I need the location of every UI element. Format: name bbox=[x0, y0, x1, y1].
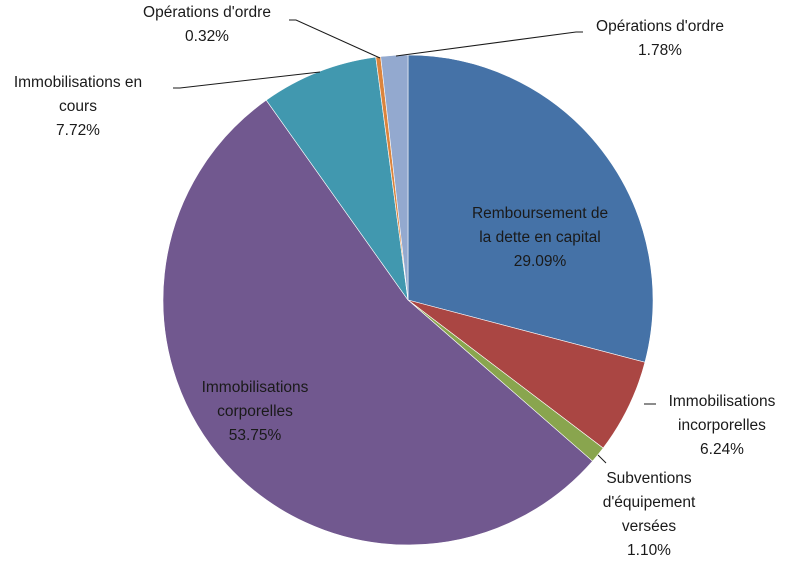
slice-label: Immobilisations en cours 7.72% bbox=[14, 74, 142, 139]
slice-label: Remboursement de la dette en capital 29.09… bbox=[472, 205, 608, 270]
slice-name-label: d'équipement bbox=[603, 494, 696, 511]
slice-name-label: Subventions bbox=[606, 470, 692, 487]
slice-name-label: Remboursement de bbox=[472, 205, 608, 222]
slice-label: Subventions d'équipement versées 1.10% bbox=[603, 470, 696, 559]
leader-line bbox=[597, 454, 607, 464]
slice-name-label: corporelles bbox=[217, 403, 293, 420]
leader-line bbox=[173, 71, 321, 89]
slice-name-label: la dette en capital bbox=[479, 229, 601, 246]
slice-label: Immobilisations incorporelles 6.24% bbox=[669, 393, 776, 458]
slice-name-label: versées bbox=[622, 518, 677, 535]
slice-name-label: Immobilisations bbox=[202, 379, 309, 396]
slice-value-label: 1.10% bbox=[627, 542, 671, 559]
slice-name-label: cours bbox=[59, 98, 97, 115]
slice-value-label: 53.75% bbox=[229, 427, 282, 444]
slice-value-label: 29.09% bbox=[514, 253, 567, 270]
leader-line bbox=[395, 31, 583, 57]
slice-label: Opérations d'ordre 0.32% bbox=[143, 4, 271, 45]
slice-labels: Remboursement de la dette en capital 29.09… bbox=[14, 4, 776, 559]
pie-slice bbox=[162, 99, 593, 546]
slice-value-label: 7.72% bbox=[56, 122, 100, 139]
slice-name-label: Immobilisations bbox=[669, 393, 776, 410]
slice-value-label: 1.78% bbox=[638, 42, 682, 59]
pie-slice bbox=[380, 54, 409, 301]
slice-name-label: Immobilisations en bbox=[14, 74, 142, 91]
slice-label: Immobilisations corporelles 53.75% bbox=[202, 379, 309, 444]
slice-label: Opérations d'ordre 1.78% bbox=[596, 18, 724, 59]
slice-name-label: incorporelles bbox=[678, 417, 766, 434]
pie-slice bbox=[407, 54, 654, 363]
slice-name-label: Opérations d'ordre bbox=[596, 18, 724, 35]
slice-value-label: 6.24% bbox=[700, 441, 744, 458]
slice-value-label: 0.32% bbox=[185, 28, 229, 45]
leader-lines bbox=[173, 19, 656, 464]
leader-line bbox=[289, 19, 381, 59]
pie-slices bbox=[162, 54, 654, 546]
slice-name-label: Opérations d'ordre bbox=[143, 4, 271, 21]
